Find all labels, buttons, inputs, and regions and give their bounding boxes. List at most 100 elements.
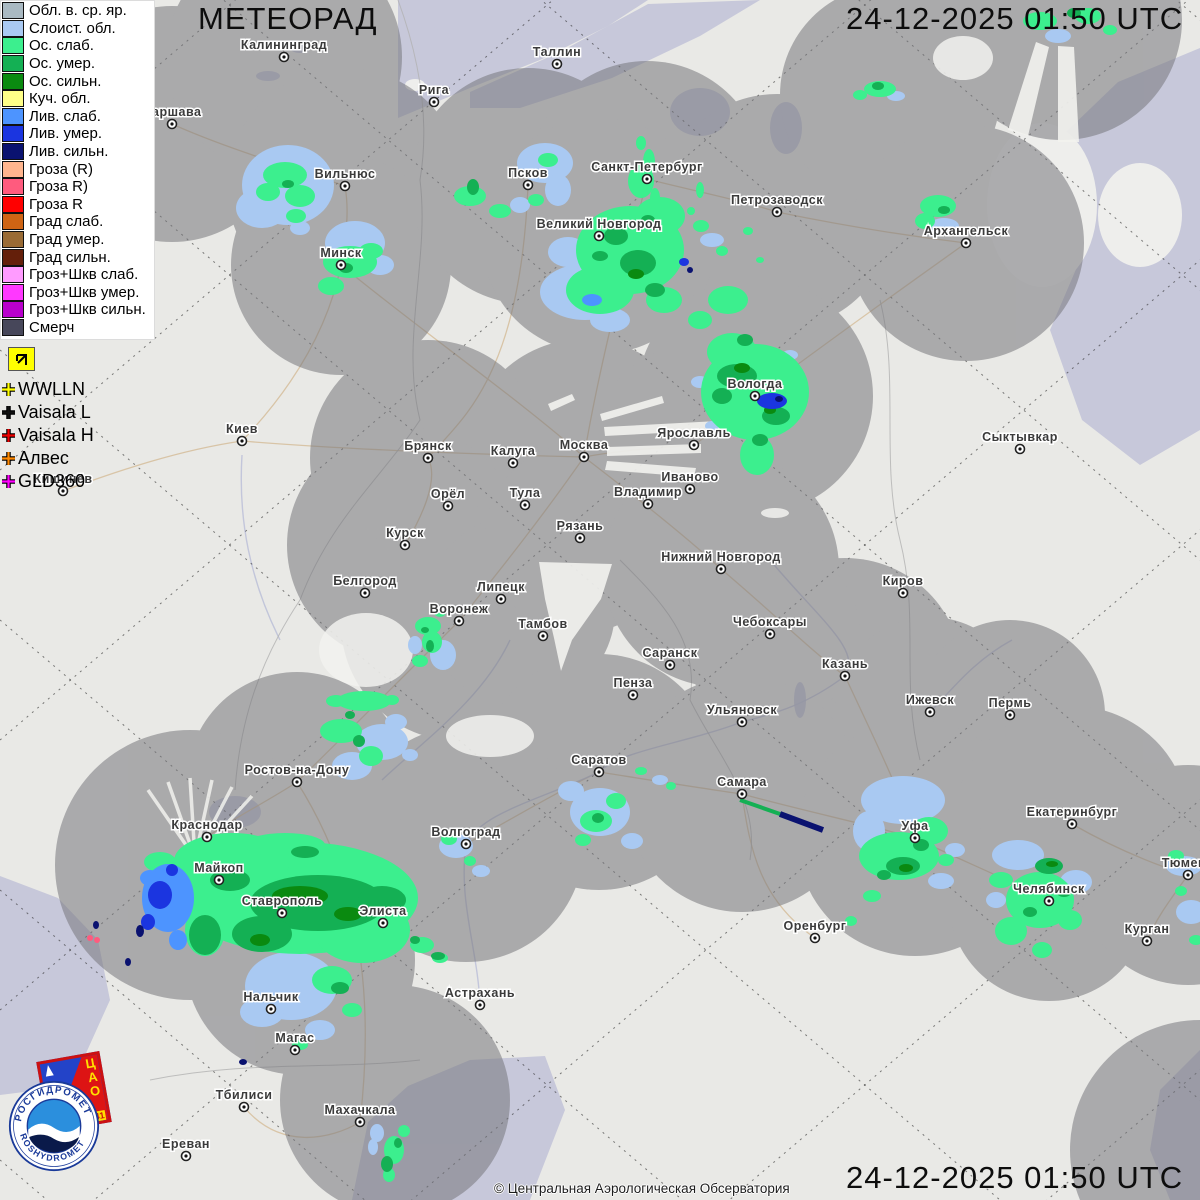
city-marker-dot [426, 456, 430, 460]
city-marker-dot [269, 1007, 273, 1011]
legend-swatch [2, 107, 24, 125]
precip-cell [877, 870, 891, 880]
lightning-cross-icon [2, 406, 15, 419]
precip-cell [394, 1138, 402, 1148]
legend-swatch [2, 55, 24, 73]
city-marker-dot [928, 710, 932, 714]
precip-cell [87, 935, 93, 941]
legend-swatch [2, 90, 24, 108]
precip-cell [989, 872, 1013, 888]
precip-cell [899, 864, 913, 872]
precip-cell [929, 218, 959, 234]
city-label: Тамбов [518, 617, 567, 631]
legend-row: Ос. умер. [2, 55, 146, 73]
city-marker-dot [295, 780, 299, 784]
precip-cell [635, 767, 647, 775]
precip-cell [256, 183, 280, 201]
precip-cell [385, 695, 399, 705]
graticule-line [410, 529, 1200, 1200]
precip-cell [928, 873, 954, 889]
precip-cell [286, 209, 306, 223]
city-label: Варшава [143, 105, 203, 119]
source-label: Алвес [18, 448, 69, 468]
precip-cell [272, 886, 328, 906]
lake-shape [406, 26, 450, 90]
city-label: Владимир [614, 485, 682, 499]
city-marker-dot [61, 489, 65, 493]
precip-cell [604, 227, 628, 245]
city-label: Киров [883, 574, 924, 588]
page-title: МЕТЕОРАД [198, 1, 378, 36]
precip-cell [740, 435, 774, 475]
precip-cell [538, 153, 558, 167]
precip-cell [606, 793, 626, 809]
city-marker-dot [170, 122, 174, 126]
precip-cell [915, 213, 935, 229]
city-label: Архангельск [924, 224, 1009, 238]
city-marker-dot [719, 567, 723, 571]
city-marker-dot [843, 674, 847, 678]
precip-cell [141, 914, 155, 930]
city-label: Москва [560, 438, 609, 452]
precip-cell [575, 834, 591, 846]
precip-cell [358, 886, 406, 914]
precip-cell [775, 396, 783, 402]
legend-row: Гроз+Шкв слаб. [2, 266, 146, 284]
city-label: Липецк [477, 580, 525, 594]
city-marker-dot [555, 62, 559, 66]
city-marker-dot [1047, 899, 1051, 903]
legend-label: Гроз+Шкв сильн. [29, 301, 146, 319]
precip-cell [1046, 861, 1058, 867]
precip-cell [592, 813, 604, 823]
precip-cell [641, 215, 655, 225]
precip-cell [743, 227, 753, 235]
legend-label: Град умер. [29, 231, 105, 249]
precip-cell [986, 892, 1006, 908]
city-label: Нижний Новгород [661, 550, 781, 564]
city-marker-dot [499, 597, 503, 601]
precip-cell [489, 204, 511, 218]
land-shape [1098, 163, 1182, 267]
lightning-cross-icon [2, 452, 15, 465]
precip-cell [140, 870, 160, 886]
city-label: Саранск [643, 646, 698, 660]
city-marker-dot [363, 591, 367, 595]
precip-cell [693, 220, 709, 232]
legend-swatch [2, 248, 24, 266]
city-marker-dot [1018, 447, 1022, 451]
legend-swatch [2, 231, 24, 249]
legend-label: Лив. слаб. [29, 107, 101, 125]
city-label: Вологда [728, 377, 783, 391]
city-label: Ставрополь [242, 894, 323, 908]
city-marker-dot [242, 1105, 246, 1109]
city-marker-dot [381, 921, 385, 925]
city-marker-dot [668, 663, 672, 667]
legend-swatch [2, 266, 24, 284]
beam-blockage-wedge [1008, 42, 1049, 136]
precip-cell [263, 162, 307, 188]
precip-cell [945, 843, 965, 857]
city-marker-dot [339, 263, 343, 267]
precip-cell [285, 185, 315, 207]
city-label: Сыктывкар [982, 430, 1058, 444]
precip-cell [938, 206, 950, 214]
precip-cell [472, 865, 490, 877]
precip-cell [1175, 886, 1187, 896]
legend-swatch [2, 213, 24, 231]
city-marker-dot [464, 842, 468, 846]
precip-group-shwH [93, 267, 783, 1065]
beam-blockage-wedge [605, 461, 696, 477]
precip-cell [331, 982, 349, 994]
precip-cell [666, 782, 676, 790]
precip-cell [1023, 12, 1057, 30]
city-marker-dot [692, 443, 696, 447]
legend-swatch [2, 125, 24, 143]
legend-row: Гроза R [2, 195, 146, 214]
precip-cell [938, 854, 954, 866]
legend-row: Гроз+Шкв умер. [2, 283, 146, 302]
city-marker-dot [597, 234, 601, 238]
precip-cell [621, 833, 643, 849]
city-marker-dot [688, 487, 692, 491]
precip-group-rainL [144, 8, 1200, 1182]
city-label: Ижевск [906, 693, 954, 707]
